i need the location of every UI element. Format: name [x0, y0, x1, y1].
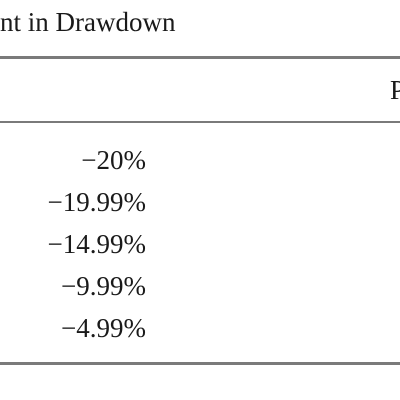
table-cell: −9.99%	[61, 271, 146, 301]
header-rule	[0, 121, 400, 123]
bottom-rule	[0, 362, 400, 365]
table-cell: −19.99%	[47, 187, 146, 217]
table-body: −20% −19.99% −14.99% −9.99% −4.99%	[0, 139, 146, 349]
top-rule	[0, 56, 400, 59]
table-cell: −4.99%	[61, 313, 146, 343]
table-cell: −20%	[81, 145, 146, 175]
table-cell: −14.99%	[47, 229, 146, 259]
column-header: P	[390, 75, 400, 105]
table-caption: nt in Drawdown	[0, 7, 176, 37]
